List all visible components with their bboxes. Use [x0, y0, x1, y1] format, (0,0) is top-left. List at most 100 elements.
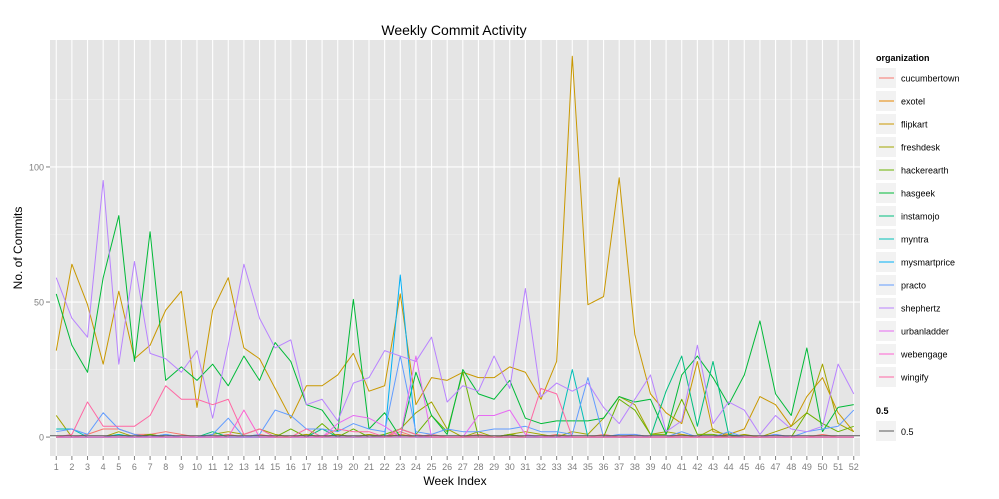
x-tick-label: 50 [817, 462, 827, 472]
legend: organization cucumbertown exotel flipkart f… [876, 53, 960, 441]
legend-item-instamojo: instamojo [876, 206, 940, 226]
legend-label: freshdesk [901, 143, 941, 153]
x-tick-label: 40 [661, 462, 671, 472]
x-tick-label: 32 [536, 462, 546, 472]
legend-item-cucumbertown: cucumbertown [876, 68, 960, 88]
y-tick-label: 0 [39, 433, 44, 443]
legend-item-urbanladder: urbanladder [876, 321, 949, 341]
legend-label: myntra [901, 235, 929, 245]
x-tick-label: 29 [489, 462, 499, 472]
y-tick-label: 100 [29, 162, 44, 172]
legend-item-freshdesk: freshdesk [876, 137, 941, 157]
legend-title-reference: 0.5 [876, 406, 889, 416]
x-tick-label: 19 [333, 462, 343, 472]
plot-panel [50, 40, 860, 456]
series-line-shephertz [55, 179, 855, 435]
legend-title: organization [876, 53, 930, 63]
legend-item-practo: practo [876, 275, 926, 295]
x-tick-label: 44 [724, 462, 734, 472]
x-tick-label: 48 [786, 462, 796, 472]
x-tick-label: 27 [458, 462, 468, 472]
x-tick-label: 5 [116, 462, 121, 472]
x-tick-label: 31 [520, 462, 530, 472]
x-tick-label: 14 [255, 462, 265, 472]
x-tick-label: 3 [85, 462, 90, 472]
x-tick-label: 20 [348, 462, 358, 472]
x-tick-label: 28 [473, 462, 483, 472]
x-tick-label: 46 [755, 462, 765, 472]
y-tick-label: 50 [34, 298, 44, 308]
x-tick-label: 13 [239, 462, 249, 472]
x-tick-label: 34 [567, 462, 577, 472]
legend-label: hackerearth [901, 166, 949, 176]
x-tick-label: 9 [179, 462, 184, 472]
legend-item-mysmartprice: mysmartprice [876, 252, 955, 272]
y-axis-title: No. of Commits [11, 207, 25, 290]
x-tick-label: 6 [132, 462, 137, 472]
x-tick-label: 12 [223, 462, 233, 472]
x-tick-label: 4 [101, 462, 106, 472]
x-axis-title: Week Index [423, 474, 486, 488]
x-tick-label: 24 [411, 462, 421, 472]
legend-item-myntra: myntra [876, 229, 929, 249]
legend-item-webengage: webengage [876, 344, 948, 364]
legend-label: urbanladder [901, 327, 949, 337]
x-tick-label: 42 [692, 462, 702, 472]
x-tick-label: 2 [69, 462, 74, 472]
x-tick-label: 47 [771, 462, 781, 472]
legend-items: cucumbertown exotel flipkart freshdesk hacke… [876, 68, 960, 387]
legend-label: instamojo [901, 212, 940, 222]
x-tick-label: 45 [739, 462, 749, 472]
x-tick-label: 10 [192, 462, 202, 472]
x-tick-label: 17 [301, 462, 311, 472]
x-tick-label: 7 [148, 462, 153, 472]
chart-title: Weekly Commit Activity [381, 22, 526, 38]
x-tick-label: 35 [583, 462, 593, 472]
x-tick-label: 21 [364, 462, 374, 472]
legend-label: mysmartprice [901, 258, 955, 268]
series-lines [50, 55, 860, 438]
legend-label: wingify [900, 373, 929, 383]
legend-item-wingify: wingify [876, 367, 929, 387]
legend-item-reference: 0.5 [876, 421, 914, 441]
x-tick-label: 18 [317, 462, 327, 472]
legend-label: hasgeek [901, 189, 936, 199]
x-tick-label: 37 [614, 462, 624, 472]
series-line-hasgeek [55, 215, 854, 438]
x-tick-label: 41 [677, 462, 687, 472]
x-tick-label: 43 [708, 462, 718, 472]
x-tick-label: 1 [54, 462, 59, 472]
y-axis: 0 50 100 [29, 162, 50, 443]
x-tick-label: 39 [645, 462, 655, 472]
x-tick-label: 36 [599, 462, 609, 472]
x-tick-label: 8 [163, 462, 168, 472]
x-tick-label: 49 [802, 462, 812, 472]
x-tick-label: 11 [208, 462, 217, 472]
series-line-wingify [56, 385, 854, 438]
x-tick-label: 26 [442, 462, 452, 472]
x-tick-label: 33 [552, 462, 562, 472]
x-tick-label: 30 [505, 462, 515, 472]
legend-item-hasgeek: hasgeek [876, 183, 936, 203]
x-tick-label: 16 [286, 462, 296, 472]
legend-label: practo [901, 281, 926, 291]
legend-label: cucumbertown [901, 74, 960, 84]
x-tick-label: 22 [380, 462, 390, 472]
legend-item-exotel: exotel [876, 91, 925, 111]
x-tick-label: 52 [849, 462, 859, 472]
x-tick-label: 51 [833, 462, 843, 472]
legend-label: exotel [901, 97, 925, 107]
x-tick-label: 15 [270, 462, 280, 472]
legend-label-reference: 0.5 [901, 427, 914, 437]
legend-label: webengage [900, 350, 948, 360]
x-tick-label: 38 [630, 462, 640, 472]
legend-item-shephertz: shephertz [876, 298, 941, 318]
legend-label: flipkart [901, 120, 928, 130]
legend-label: shephertz [901, 304, 941, 314]
x-tick-label: 25 [427, 462, 437, 472]
x-tick-label: 23 [395, 462, 405, 472]
legend-item-hackerearth: hackerearth [876, 160, 949, 180]
legend-item-flipkart: flipkart [876, 114, 928, 134]
x-axis: 1 2 3 4 5 6 7 8 9 10 11 12 13 14 15 16 17 18 19 20 21 22 23 24 2… [54, 456, 859, 472]
